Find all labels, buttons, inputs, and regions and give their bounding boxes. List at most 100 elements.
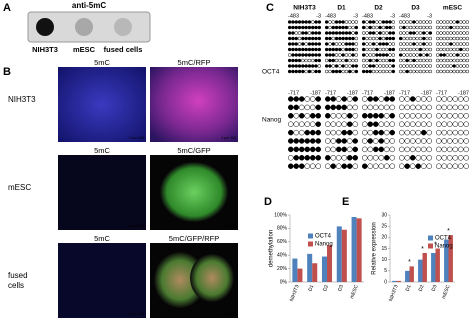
cpg-site — [410, 113, 416, 119]
cpg-site — [325, 146, 331, 153]
cpg-site — [405, 36, 409, 41]
cpg-site — [415, 129, 421, 136]
cpg-site — [338, 64, 342, 68]
cpg-site — [310, 138, 316, 144]
cpg-site — [344, 47, 349, 52]
cpg-site — [435, 25, 440, 30]
cpg-site — [330, 146, 336, 153]
cpg-site — [368, 47, 372, 52]
cpg-site — [348, 53, 352, 57]
cpg-site — [408, 20, 413, 24]
cpg-site — [314, 36, 318, 41]
cpg-site — [344, 42, 349, 46]
cpg-site — [373, 104, 379, 111]
region-end: -187 — [421, 90, 432, 96]
bar — [418, 259, 423, 282]
cpg-site — [291, 31, 295, 35]
cpg-site — [462, 47, 466, 52]
panel-label: D — [264, 196, 272, 208]
cpg-site — [441, 163, 447, 169]
cpg-site — [447, 155, 453, 161]
cpg-site — [402, 47, 406, 52]
cpg-site — [405, 69, 409, 74]
bar — [448, 235, 453, 282]
cpg-site — [445, 64, 450, 68]
bar — [431, 252, 436, 282]
cpg-site — [388, 25, 392, 30]
cpg-site — [398, 42, 403, 46]
cpg-site — [425, 69, 429, 74]
cpg-site — [459, 42, 463, 46]
cpg-site — [455, 69, 460, 74]
cpg-site — [399, 138, 405, 144]
cpg-site — [389, 121, 395, 127]
cpg-site — [317, 47, 322, 52]
cpg-site — [388, 53, 392, 57]
cpg-site — [375, 58, 379, 63]
cpg-site — [315, 104, 321, 111]
cpg-site — [338, 36, 342, 41]
cpg-site — [398, 25, 403, 30]
cpg-site — [299, 96, 305, 102]
cpg-site — [442, 47, 446, 52]
cpg-site — [378, 47, 382, 52]
cpg-site — [347, 129, 353, 136]
cpg-site — [324, 36, 329, 41]
cpg-site — [288, 104, 294, 111]
significance-mark: * — [408, 259, 411, 266]
cpg-site — [391, 20, 396, 24]
cpg-site — [311, 47, 315, 52]
cpg-site — [385, 31, 389, 35]
cpg-site — [452, 31, 456, 35]
cpg-site — [371, 53, 376, 57]
micrograph — [58, 243, 146, 318]
cpg-site — [404, 96, 410, 102]
cpg-site — [330, 129, 336, 136]
cpg-site — [310, 104, 316, 111]
cpg-site — [341, 163, 347, 169]
cpg-site — [352, 113, 358, 119]
cpg-site — [405, 64, 409, 68]
cpg-site — [412, 31, 416, 35]
significance-mark: * — [447, 228, 450, 235]
cpg-site — [362, 138, 368, 144]
cpg-site — [354, 25, 359, 30]
cpg-site — [465, 64, 470, 68]
cpg-site — [325, 104, 331, 111]
cpg-site — [384, 138, 390, 144]
cpg-site — [463, 129, 469, 136]
cpg-site — [415, 163, 421, 169]
cpg-site — [412, 20, 416, 24]
cpg-site — [336, 146, 342, 153]
cpg-site — [297, 42, 302, 46]
cpg-site — [385, 53, 389, 57]
cpg-site — [442, 64, 446, 68]
bar — [444, 239, 449, 282]
cpg-site — [452, 155, 458, 161]
cpg-site — [348, 36, 352, 41]
cpg-site — [317, 20, 322, 24]
blot-title: anti-5mC — [72, 1, 106, 10]
cpg-site — [408, 31, 413, 35]
cpg-site — [435, 53, 440, 57]
cpg-site — [428, 25, 433, 30]
cpg-site — [388, 31, 392, 35]
cpg-site — [452, 64, 456, 68]
cpg-site — [338, 25, 342, 30]
cpg-site — [389, 96, 395, 102]
cpg-site — [404, 146, 410, 153]
cpg-site — [439, 47, 443, 52]
cpg-site — [330, 163, 336, 169]
gene-label: Nanog — [262, 117, 282, 124]
cpg-site — [455, 20, 460, 24]
cpg-site — [462, 36, 466, 41]
cpg-site — [415, 53, 419, 57]
cpg-site — [399, 96, 405, 102]
cpg-site — [371, 42, 376, 46]
cpg-site — [452, 42, 456, 46]
cpg-site — [426, 146, 432, 153]
cpg-site — [375, 64, 379, 68]
cpg-site — [405, 25, 409, 30]
cpg-site — [310, 155, 316, 161]
